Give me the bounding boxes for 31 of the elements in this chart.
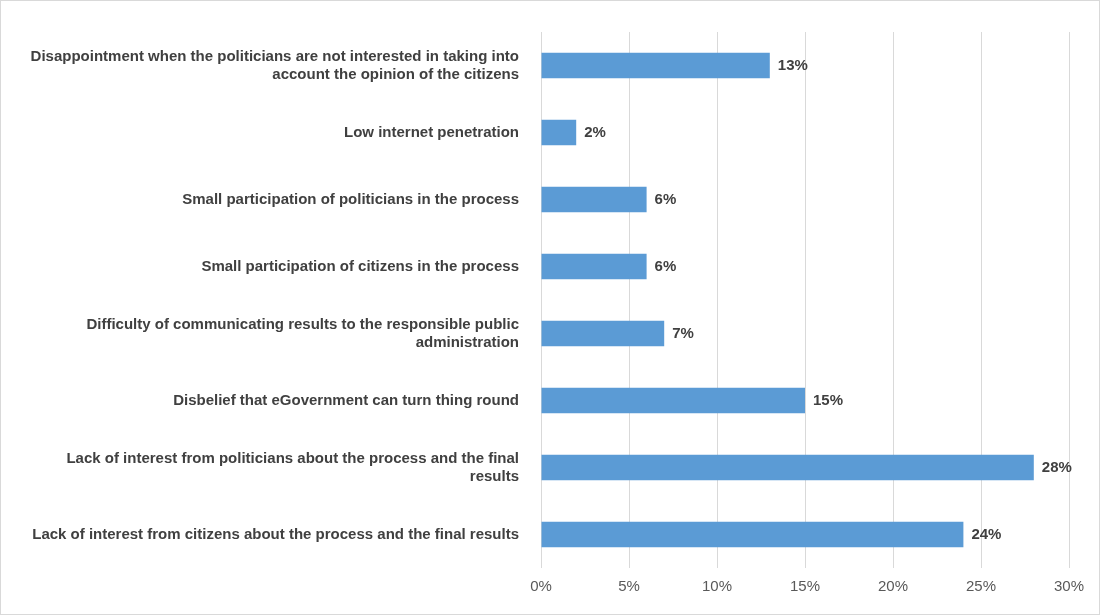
bar (541, 387, 805, 414)
y-tick-label: Disappointment when the politicians are not interested in taking into account the opinion of the citizens (30, 46, 519, 82)
y-tick-label: Small participation of politicians in the process (182, 189, 519, 207)
bar (541, 320, 665, 347)
y-tick-label: Lack of interest from citizens about the process and the final results (32, 524, 519, 542)
data-label: 28% (1041, 457, 1072, 475)
bar (541, 186, 647, 213)
data-label: 2% (584, 122, 606, 140)
data-label: 24% (971, 524, 1002, 542)
bar (541, 52, 770, 79)
x-tick-label: 0% (530, 577, 552, 595)
bar (541, 253, 647, 280)
x-tick-label: 10% (701, 577, 733, 595)
data-label: 6% (654, 189, 677, 207)
x-tick-label: 30% (1053, 577, 1085, 595)
y-tick-label: Low internet penetration (343, 122, 519, 140)
y-tick-label: Disbelief that eGovernment can turn thing round (173, 390, 519, 408)
y-tick-label: Small participation of citizens in the process (201, 256, 519, 274)
data-label: 7% (672, 323, 694, 341)
y-tick-label: Difficulty of communicating results to the responsible public administration (86, 314, 519, 350)
bar (541, 119, 577, 146)
x-tick-label: 20% (877, 577, 909, 595)
x-tick-label: 15% (789, 577, 821, 595)
data-label: 13% (777, 55, 808, 73)
y-tick-label: Lack of interest from politicians about the process and the final results (66, 448, 519, 484)
x-tick-label: 5% (618, 577, 640, 595)
data-label: 15% (813, 390, 844, 408)
bar (541, 521, 964, 548)
x-tick-label: 25% (965, 577, 997, 595)
data-label: 6% (654, 256, 677, 274)
bar (541, 454, 1034, 481)
